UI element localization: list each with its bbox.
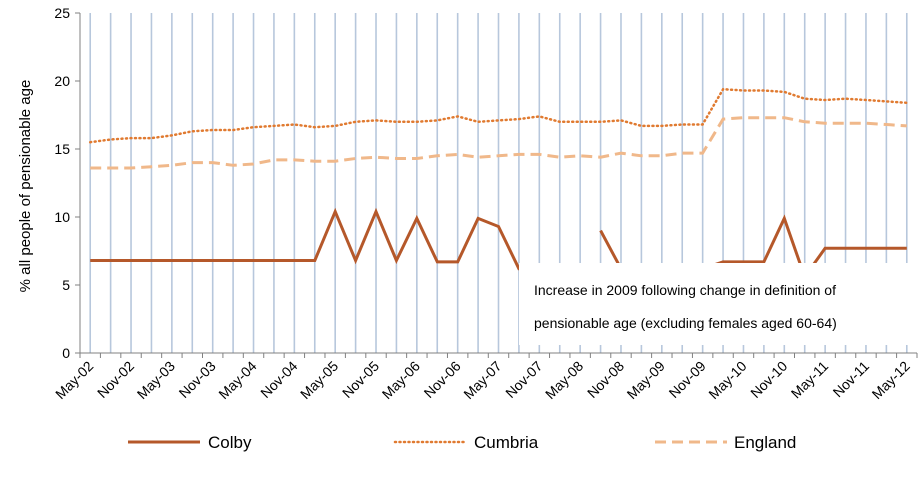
x-tick-label-may-12: May-12 bbox=[869, 358, 913, 402]
x-tick-label-may-02: May-02 bbox=[52, 358, 96, 402]
x-tick-label-may-08: May-08 bbox=[542, 358, 586, 402]
y-tick-label-10: 10 bbox=[54, 209, 70, 225]
x-tick-label-nov-02: Nov-02 bbox=[94, 358, 137, 401]
x-tick-label-nov-09: Nov-09 bbox=[666, 358, 709, 401]
x-tick-label-may-09: May-09 bbox=[624, 358, 668, 402]
x-tick-label-may-05: May-05 bbox=[297, 358, 341, 402]
x-tick-label-nov-04: Nov-04 bbox=[257, 358, 300, 401]
y-tick-labels: 0 5 10 15 20 25 bbox=[54, 5, 70, 361]
x-tick-label-may-04: May-04 bbox=[215, 358, 259, 402]
legend-item-colby: Colby bbox=[128, 433, 252, 452]
x-tick-label-nov-05: Nov-05 bbox=[339, 358, 382, 401]
series-line-england bbox=[90, 116, 907, 170]
annotation-line-1: Increase in 2009 following change in def… bbox=[534, 282, 836, 298]
axes bbox=[75, 12, 918, 358]
x-tick-label-nov-11: Nov-11 bbox=[830, 358, 873, 401]
legend-item-england: England bbox=[655, 433, 796, 452]
y-tick-label-20: 20 bbox=[54, 73, 70, 89]
x-tick-label-may-07: May-07 bbox=[460, 358, 504, 402]
annotation-line-2: pensionable age (excluding females aged … bbox=[534, 315, 837, 331]
x-tick-label-may-03: May-03 bbox=[134, 358, 178, 402]
x-tick-label-nov-08: Nov-08 bbox=[584, 358, 627, 401]
y-tick-label-25: 25 bbox=[54, 5, 70, 21]
annotation-background bbox=[519, 263, 915, 345]
y-tick-label-0: 0 bbox=[62, 345, 70, 361]
x-tick-label-nov-06: Nov-06 bbox=[421, 358, 464, 401]
y-axis-title: % all people of pensionable age bbox=[17, 80, 34, 293]
x-tick-label-may-11: May-11 bbox=[788, 358, 832, 402]
x-tick-labels: May-02Nov-02May-03Nov-03May-04Nov-04May-… bbox=[52, 358, 913, 402]
annotation-box: Increase in 2009 following change in def… bbox=[519, 263, 915, 345]
x-tick-label-may-06: May-06 bbox=[379, 358, 423, 402]
legend: Colby Cumbria England bbox=[128, 433, 796, 452]
legend-item-cumbria: Cumbria bbox=[393, 433, 539, 452]
legend-label-england: England bbox=[734, 433, 796, 452]
x-tick-label-nov-07: Nov-07 bbox=[502, 358, 545, 401]
y-tick-label-15: 15 bbox=[54, 141, 70, 157]
series-line-cumbria bbox=[88, 87, 909, 144]
y-tick-label-5: 5 bbox=[62, 277, 70, 293]
x-tick-label-may-10: May-10 bbox=[705, 358, 749, 402]
legend-label-colby: Colby bbox=[208, 433, 252, 452]
x-tick-label-nov-10: Nov-10 bbox=[747, 358, 790, 401]
legend-label-cumbria: Cumbria bbox=[474, 433, 539, 452]
x-tick-label-nov-03: Nov-03 bbox=[176, 358, 219, 401]
